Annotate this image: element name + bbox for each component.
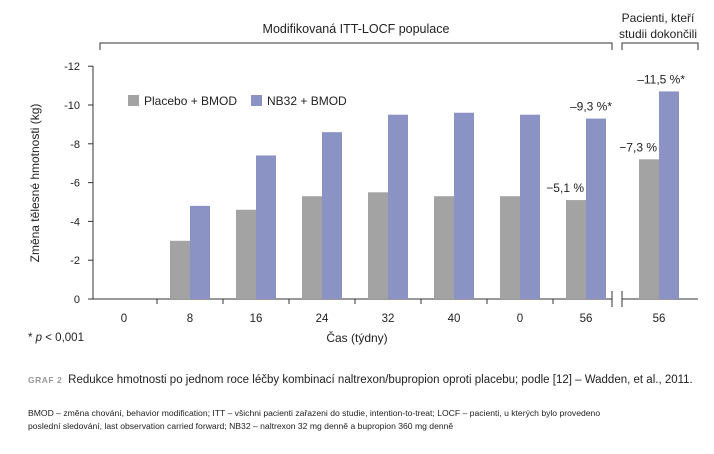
bar-nb32: [659, 91, 679, 299]
legend-label-placebo: Placebo + BMOD: [144, 94, 237, 108]
header-left-label: Modifikovaná ITT-LOCF populace: [263, 22, 450, 36]
bar-nb32: [190, 205, 210, 299]
bar-value-label: –11,5 %*: [637, 72, 685, 86]
legend: Placebo + BMOD NB32 + BMOD: [128, 94, 347, 108]
bar-placebo: [236, 209, 256, 299]
x-tick-label: 40: [448, 313, 461, 325]
x-tick-label: 56: [653, 313, 666, 325]
y-tick-label: -6: [70, 178, 80, 190]
header-bracket-left: [99, 42, 613, 50]
bar-value-label: −5,1 %: [546, 181, 584, 195]
legend-swatch-nb32: [251, 95, 262, 106]
bar-nb32: [586, 118, 606, 299]
header-right-label-line1: Pacienti, kteří: [622, 11, 695, 25]
bar-annotations: −5,1 % –9,3 %* −7,3 % –11,5 %*: [546, 72, 685, 195]
significance-footnote: * p < 0,001: [28, 332, 84, 344]
y-tick-label: -12: [64, 61, 80, 73]
notes-line-1: BMOD – změna chování, behavior modificat…: [28, 408, 601, 418]
y-tick-label: -8: [70, 139, 80, 151]
legend-label-nb32: NB32 + BMOD: [267, 94, 347, 108]
bar-nb32: [388, 114, 408, 299]
bar-placebo: [639, 159, 659, 299]
caption-label: GRAF 2: [28, 375, 63, 385]
y-tick-label: -2: [70, 255, 80, 267]
y-axis-label: Změna tělesné hmotnosti (kg): [28, 104, 42, 263]
x-tick-label: 56: [580, 313, 593, 325]
bar-placebo: [368, 192, 388, 299]
bar-nb32: [454, 112, 474, 299]
bar-placebo: [302, 196, 322, 299]
bar-placebo: [566, 200, 586, 299]
bar-value-label: −7,3 %: [619, 140, 657, 154]
y-ticks: -12 -10 -8 -6 -4 -2 0: [64, 61, 93, 306]
bar-nb32: [520, 114, 540, 299]
header-bracket-right: [621, 42, 699, 50]
x-tick-label: 0: [517, 313, 523, 325]
x-tick-label: 32: [382, 313, 395, 325]
bars: [170, 91, 679, 299]
x-tick-label: 24: [316, 313, 329, 325]
x-tick-label: 0: [121, 313, 127, 325]
y-tick-label: 0: [74, 294, 80, 306]
y-tick-label: -10: [64, 100, 80, 112]
bar-placebo: [500, 196, 520, 299]
abbreviation-notes: BMOD – změna chování, behavior modificat…: [28, 407, 708, 432]
x-axis-label: Čas (týdny): [326, 330, 387, 345]
bar-nb32: [322, 132, 342, 299]
header-right-label-line2: studii dokončili: [619, 27, 697, 41]
bar-placebo: [434, 196, 454, 299]
y-tick-label: -4: [70, 216, 80, 228]
notes-line-2: poslední sledování, last observation car…: [28, 420, 454, 431]
figure-caption: GRAF 2 Redukce hmotnosti po jednom roce l…: [28, 372, 700, 388]
bar-value-label: –9,3 %*: [570, 100, 612, 114]
bar-nb32: [256, 155, 276, 299]
caption-text: Redukce hmotnosti po jednom roce léčby k…: [68, 374, 693, 386]
legend-swatch-placebo: [128, 95, 139, 106]
bar-placebo: [170, 240, 190, 299]
x-ticks: 0 8 16 24 32 40 0 56 56: [121, 299, 666, 325]
x-tick-label: 16: [250, 313, 263, 325]
x-tick-label: 8: [187, 313, 193, 325]
